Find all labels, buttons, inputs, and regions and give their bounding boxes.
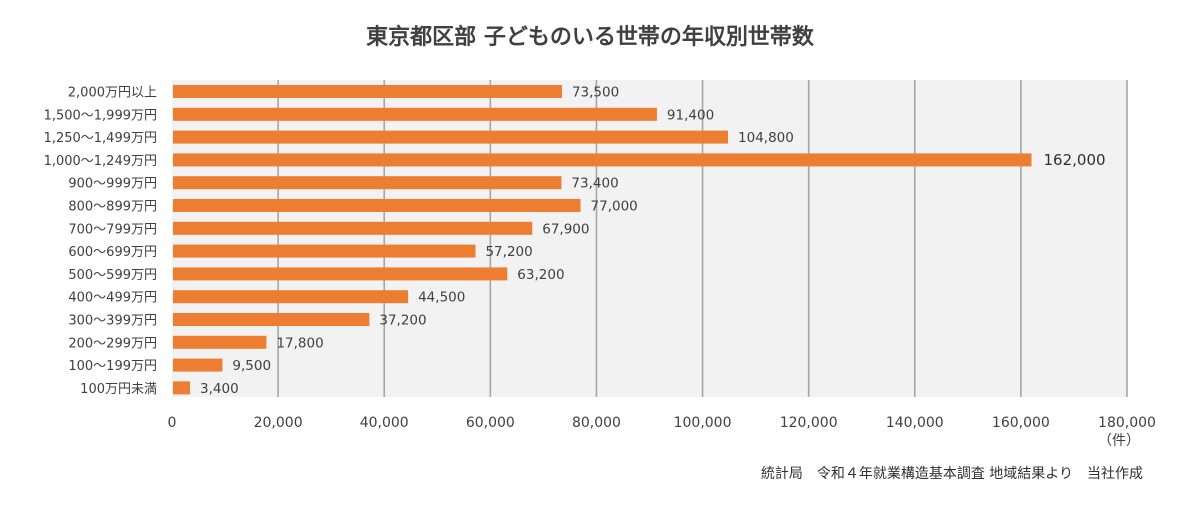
data-label: 37,200: [379, 313, 426, 329]
data-label: 44,500: [418, 290, 465, 306]
data-label: 57,200: [485, 244, 532, 260]
x-tick-label: 100,000: [674, 415, 732, 431]
bar: [173, 153, 1032, 167]
category-label: 700～799万円: [68, 222, 157, 237]
bar: [173, 335, 267, 349]
category-label: 2,000万円以上: [68, 86, 157, 101]
bar: [173, 107, 657, 121]
data-label: 9,500: [232, 358, 271, 374]
bar: [173, 221, 533, 235]
bar: [173, 381, 191, 395]
data-label: 17,800: [276, 335, 323, 351]
bars: [173, 85, 1032, 395]
category-label: 1,250～1,499万円: [44, 131, 157, 146]
category-label: 1,000～1,249万円: [44, 154, 157, 169]
bar: [173, 267, 508, 281]
category-label: 600～699万円: [68, 245, 157, 260]
category-label: 100万円未満: [80, 382, 157, 397]
category-label: 100～199万円: [68, 359, 157, 374]
x-tick-label: 0: [168, 415, 177, 431]
bar: [173, 176, 562, 190]
x-tick-label: 160,000: [992, 415, 1050, 431]
category-labels: 2,000万円以上 1,500～1,999万円 1,250～1,499万円 1,000…: [44, 86, 157, 397]
x-tick-label: 40,000: [360, 415, 409, 431]
category-label: 800～899万円: [68, 200, 157, 215]
category-label: 200～299万円: [68, 336, 157, 351]
bar: [173, 130, 729, 144]
data-label: 67,900: [542, 221, 589, 237]
x-tick-label: 140,000: [886, 415, 944, 431]
bar: [173, 313, 370, 326]
category-label: 300～399万円: [68, 314, 157, 329]
data-labels: 73,500 91,400 104,800 162,000 73,400 77,00067…: [200, 85, 1105, 397]
category-label: 900～999万円: [68, 177, 157, 192]
data-label: 3,400: [200, 381, 239, 397]
x-tick-label: 20,000: [254, 415, 303, 431]
x-tick-label: 120,000: [780, 415, 838, 431]
bar: [173, 244, 476, 258]
data-label: 162,000: [1044, 151, 1106, 169]
bar: [173, 290, 409, 304]
bar: [173, 358, 223, 372]
data-label: 63,200: [517, 267, 564, 283]
x-tick-label: 180,000: [1098, 415, 1156, 431]
data-label: 73,400: [571, 176, 618, 192]
category-label: 400～499万円: [68, 291, 157, 306]
x-tick-label: 80,000: [572, 415, 621, 431]
data-label: 91,400: [667, 107, 714, 123]
source-note: 統計局 令和４年就業構造基本調査 地域結果より 当社作成: [761, 465, 1143, 482]
x-axis-unit: （件）: [1098, 433, 1140, 449]
x-axis-tick-labels: 0 20,000 40,000 60,000 80,000 100,000 120,000 1…: [168, 415, 1156, 431]
category-label: 500～599万円: [68, 268, 157, 283]
bar: [173, 199, 581, 212]
chart-title: 東京都区部 子どものいる世帯の年収別世帯数: [366, 24, 815, 50]
data-label: 77,000: [591, 199, 638, 215]
data-label: 73,500: [572, 85, 619, 101]
x-tick-label: 60,000: [466, 415, 515, 431]
data-label: 104,800: [738, 130, 794, 146]
category-label: 1,500～1,999万円: [44, 108, 157, 123]
bar: [173, 85, 562, 98]
